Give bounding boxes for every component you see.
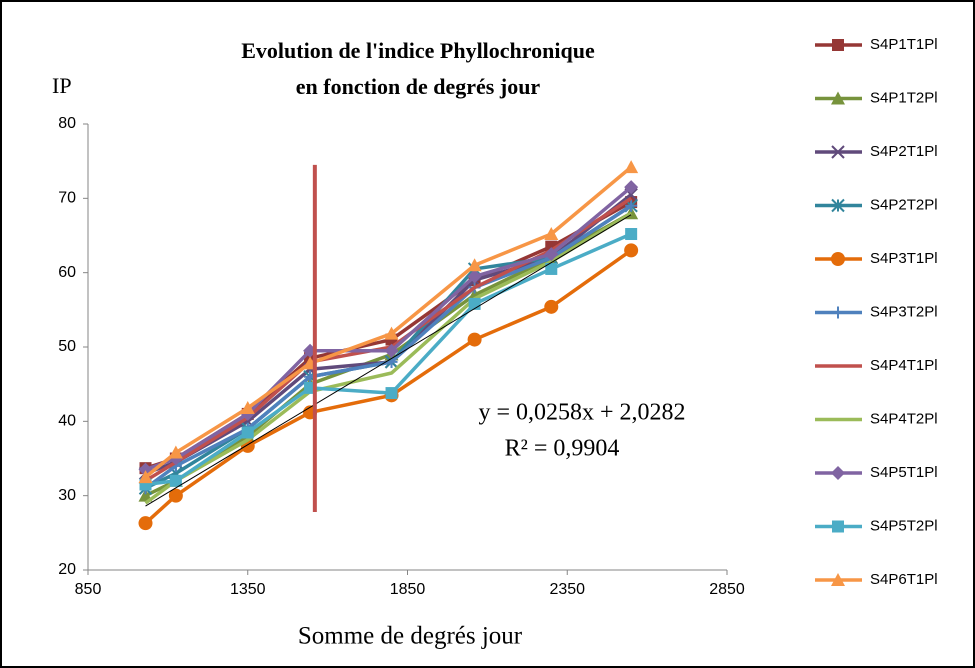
chart-title: Evolution de l'indice Phyllochronique — [241, 38, 595, 63]
legend-marker — [831, 91, 845, 105]
legend-marker — [831, 573, 845, 586]
data-point — [544, 227, 559, 241]
y-tick-label: 20 — [58, 561, 76, 578]
x-tick-label: 2850 — [709, 581, 745, 598]
legend-label: S4P6T1Pl — [870, 571, 938, 588]
data-point — [240, 400, 255, 414]
data-point — [241, 426, 254, 439]
legend-label: S4P4T2Pl — [870, 410, 938, 427]
legend-marker — [831, 145, 845, 159]
x-axis-label: Somme de degrés jour — [298, 623, 523, 650]
y-tick-label: 70 — [58, 190, 76, 207]
legend-label: S4P5T2Pl — [870, 517, 938, 534]
annotation: y = 0,0258x + 2,0282 — [478, 400, 685, 426]
legend-label: S4P1T1Pl — [870, 36, 938, 53]
y-tick-label: 80 — [58, 115, 76, 132]
data-point — [138, 516, 153, 531]
legend-label: S4P2T2Pl — [870, 196, 938, 213]
legend-marker — [832, 520, 844, 533]
data-point — [625, 228, 638, 241]
legend-label: S4P1T2Pl — [870, 89, 938, 106]
legend-marker — [831, 198, 845, 213]
series-line — [145, 232, 632, 487]
x-tick-label: 1850 — [390, 581, 426, 598]
data-point — [384, 326, 399, 340]
data-point — [467, 332, 482, 347]
legend-marker — [832, 306, 844, 319]
data-point — [168, 445, 183, 459]
data-point — [169, 474, 182, 487]
y-tick-label: 50 — [58, 338, 76, 355]
trendline — [145, 214, 632, 507]
data-point — [545, 262, 558, 275]
legend-marker — [831, 252, 845, 266]
data-point — [385, 387, 398, 400]
y-tick-label: 60 — [58, 264, 76, 281]
series-line — [144, 185, 633, 472]
series-line — [144, 204, 633, 490]
legend-label: S4P5T1Pl — [870, 464, 938, 481]
data-point — [138, 470, 153, 484]
data-point — [467, 258, 482, 272]
data-point — [624, 160, 639, 174]
legend-marker — [831, 466, 845, 480]
data-point — [544, 299, 559, 314]
legend-label: S4P3T2Pl — [870, 303, 938, 320]
legend-label: S4P3T1Pl — [870, 250, 938, 267]
y-axis-label: IP — [52, 73, 72, 98]
data-point — [384, 343, 399, 358]
y-tick-label: 40 — [58, 413, 76, 430]
x-tick-label: 850 — [75, 581, 102, 598]
data-point — [168, 488, 183, 503]
data-point — [625, 199, 638, 212]
legend-label: S4P4T1Pl — [870, 357, 938, 374]
data-point — [624, 243, 639, 258]
data-point — [385, 355, 398, 368]
y-tick-label: 30 — [58, 487, 76, 504]
x-tick-label: 1350 — [230, 581, 266, 598]
data-point — [467, 269, 482, 284]
series-line — [144, 248, 633, 525]
series-line — [144, 165, 633, 479]
legend-marker — [832, 39, 844, 51]
data-point — [624, 180, 639, 195]
chart-title: en fonction de degrés jour — [296, 74, 541, 99]
legend-label: S4P2T1Pl — [870, 143, 938, 160]
annotation: R² = 0,9904 — [505, 436, 620, 462]
data-point — [544, 247, 559, 262]
x-tick-label: 2350 — [549, 581, 585, 598]
